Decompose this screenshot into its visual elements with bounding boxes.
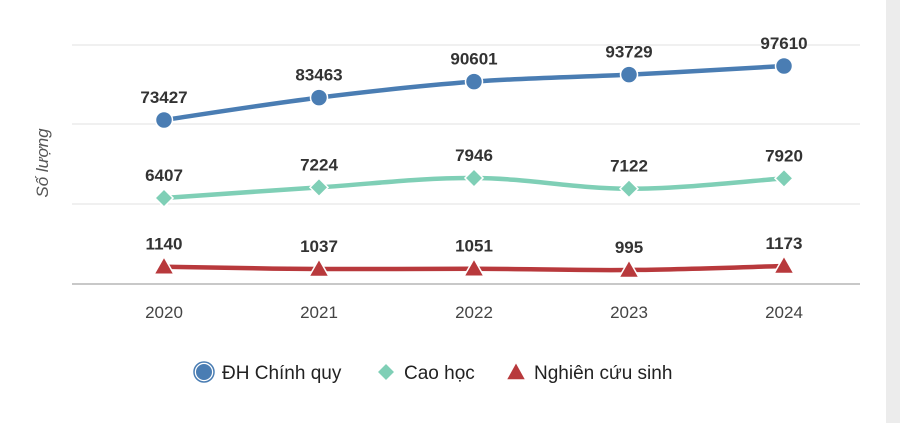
- data-labels: 73427 83463 90601 93729 97610 6407 7224 7946 712…: [140, 34, 807, 257]
- gridlines: [72, 44, 860, 285]
- data-point-circle: [309, 88, 329, 107]
- series-2: [153, 167, 795, 209]
- data-label: 1140: [146, 235, 183, 254]
- data-label: 93729: [605, 43, 652, 62]
- legend-triangle-icon: [504, 360, 528, 381]
- data-point-diamond: [618, 178, 640, 199]
- data-point-diamond: [308, 177, 330, 198]
- data-point-triangle: [152, 255, 176, 275]
- data-label: 995: [615, 238, 643, 257]
- data-label: 97610: [760, 34, 807, 53]
- data-label: 73427: [140, 88, 187, 107]
- data-point-circle: [464, 72, 484, 91]
- x-tick-label: 2024: [765, 303, 803, 322]
- data-point-triangle: [617, 258, 641, 279]
- data-label: 90601: [450, 50, 497, 69]
- data-point-circle: [154, 110, 174, 130]
- data-label: 1051: [455, 237, 493, 256]
- legend-label: Cao học: [404, 363, 475, 384]
- data-label: 7946: [455, 146, 493, 165]
- data-label: 7122: [610, 157, 648, 176]
- legend-diamond-icon: [375, 361, 397, 383]
- series-layer: [152, 56, 796, 279]
- legend-label: ĐH Chính quy: [222, 363, 342, 384]
- series-3: [152, 254, 796, 279]
- y-axis-label: Số lượng: [33, 128, 52, 198]
- data-point-triangle: [772, 254, 796, 275]
- data-label: 6407: [145, 166, 183, 185]
- x-tick-label: 2022: [455, 303, 493, 322]
- legend-item: ĐH Chính quy: [193, 361, 342, 384]
- x-tick-label: 2020: [145, 303, 183, 322]
- data-label: 7920: [765, 146, 803, 165]
- data-point-triangle: [307, 257, 331, 278]
- legend-item: Nghiên cứu sinh: [504, 360, 672, 384]
- data-point-circle: [774, 56, 794, 76]
- x-tick-label: 2023: [610, 303, 648, 322]
- data-label: 1173: [766, 234, 803, 253]
- legend-label: Nghiên cứu sinh: [534, 363, 672, 384]
- data-point-triangle: [462, 257, 486, 277]
- legend-item: Cao học: [375, 361, 475, 384]
- data-point-circle: [619, 65, 639, 84]
- x-tick-label: 2021: [300, 303, 338, 322]
- data-label: 83463: [295, 66, 342, 85]
- x-axis-ticks: 2020 2021 2022 2023 2024: [145, 303, 803, 322]
- data-point-diamond: [153, 187, 175, 209]
- data-label: 7224: [300, 155, 338, 174]
- legend-circle-icon: [194, 362, 214, 382]
- data-point-diamond: [773, 168, 795, 189]
- legend: ĐH Chính quy Cao học Nghiên cứu sinh: [193, 360, 672, 384]
- series-1: [154, 56, 794, 130]
- data-point-diamond: [463, 167, 485, 189]
- side-strip: [886, 0, 900, 423]
- data-label: 1037: [300, 237, 338, 256]
- legend-circle-ring: [193, 361, 215, 383]
